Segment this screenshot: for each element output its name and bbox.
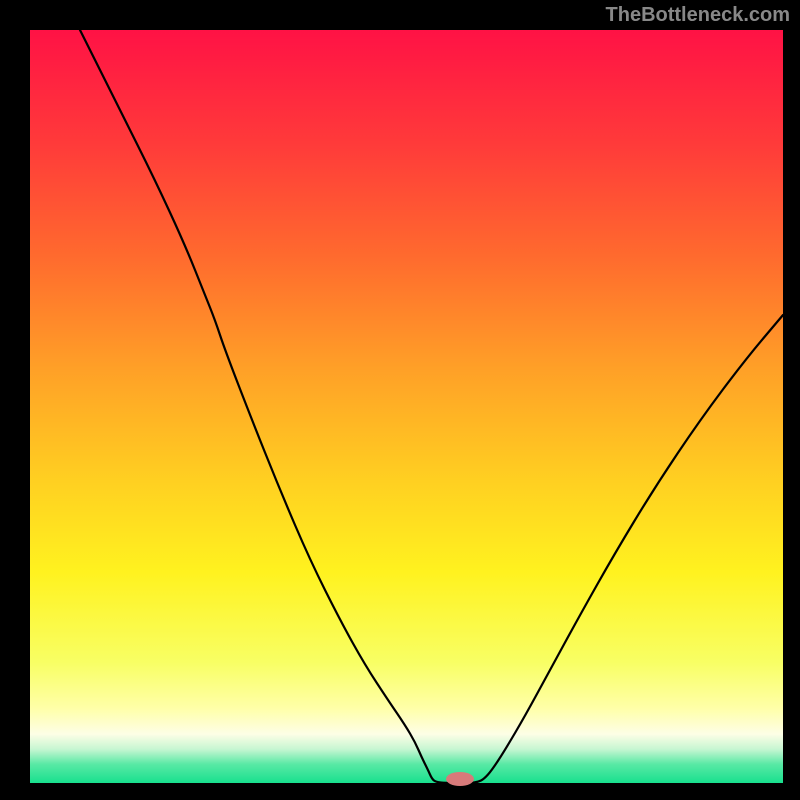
minimum-marker [446, 772, 474, 786]
chart-svg [0, 0, 800, 800]
gradient-background [30, 30, 783, 783]
chart-canvas: TheBottleneck.com [0, 0, 800, 800]
watermark-text: TheBottleneck.com [606, 4, 790, 27]
